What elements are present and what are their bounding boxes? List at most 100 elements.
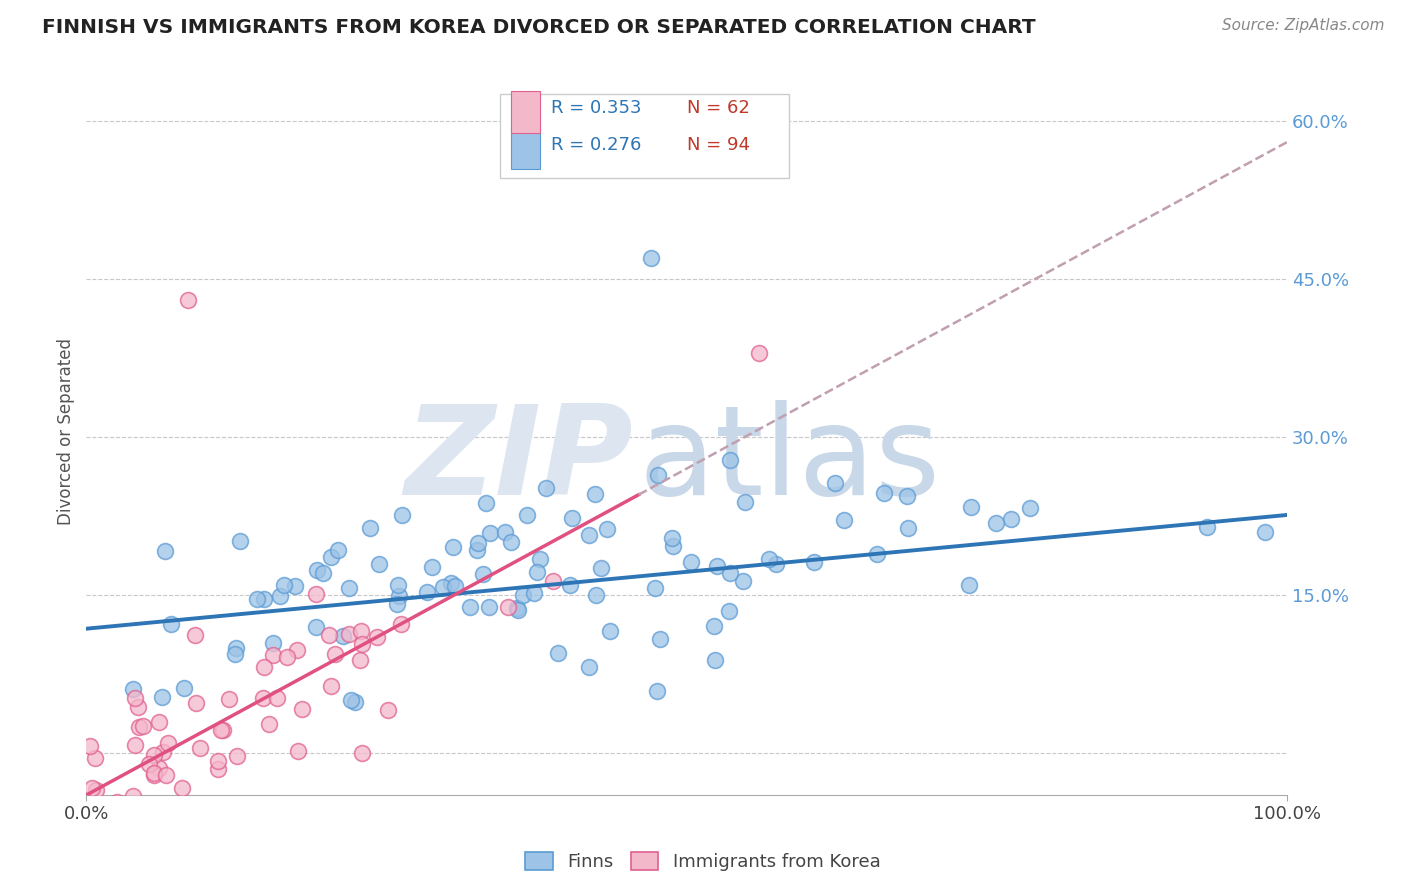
Point: [93, 834, 115, 848]
Point: [444, 579, 467, 593]
Point: [343, 695, 366, 709]
Point: [547, 646, 569, 660]
Point: [478, 526, 501, 541]
Legend: Finns, Immigrants from Korea: Finns, Immigrants from Korea: [519, 845, 887, 879]
Point: [287, 743, 309, 757]
Point: [661, 539, 683, 553]
Point: [650, 632, 672, 646]
Point: [155, 767, 177, 781]
Point: [803, 555, 825, 569]
Point: [349, 653, 371, 667]
Point: [350, 624, 373, 638]
Point: [173, 681, 195, 696]
Point: [661, 531, 683, 545]
Point: [494, 525, 516, 540]
Point: [332, 629, 354, 643]
Point: [124, 739, 146, 753]
Point: [252, 690, 274, 705]
Point: [246, 592, 269, 607]
Point: [585, 487, 607, 501]
Point: [440, 575, 463, 590]
Point: [359, 521, 381, 535]
Point: [733, 574, 755, 588]
Point: [499, 535, 522, 549]
Point: [79, 739, 101, 754]
Point: [273, 577, 295, 591]
Point: [177, 293, 200, 308]
Point: [475, 496, 498, 510]
Point: [312, 566, 335, 580]
Point: [132, 719, 155, 733]
Point: [305, 587, 328, 601]
Point: [142, 747, 165, 762]
Point: [420, 560, 443, 574]
Point: [124, 819, 146, 833]
Point: [465, 543, 488, 558]
Point: [121, 682, 143, 697]
Point: [957, 578, 980, 592]
Point: [321, 549, 343, 564]
Point: [467, 536, 489, 550]
Point: [471, 566, 494, 581]
Point: [1197, 519, 1219, 533]
Point: [207, 754, 229, 768]
Point: [718, 566, 741, 580]
Point: [506, 601, 529, 615]
Point: [323, 647, 346, 661]
Point: [526, 565, 548, 579]
Point: [541, 574, 564, 589]
FancyBboxPatch shape: [501, 94, 789, 178]
Point: [186, 697, 208, 711]
Point: [82, 813, 104, 827]
Text: Source: ZipAtlas.com: Source: ZipAtlas.com: [1222, 18, 1385, 33]
Point: [148, 761, 170, 775]
Point: [866, 547, 889, 561]
Point: [142, 766, 165, 780]
Point: [83, 751, 105, 765]
Point: [644, 581, 666, 595]
Point: [596, 522, 619, 536]
Point: [748, 346, 770, 360]
FancyBboxPatch shape: [512, 91, 540, 133]
Point: [534, 481, 557, 495]
Text: ZIP: ZIP: [404, 401, 633, 521]
Point: [441, 541, 464, 555]
Point: [377, 703, 399, 717]
Point: [388, 589, 411, 603]
Text: R = 0.353: R = 0.353: [551, 100, 641, 118]
Point: [337, 626, 360, 640]
Point: [340, 693, 363, 707]
Point: [529, 552, 551, 566]
Point: [127, 700, 149, 714]
Point: [337, 581, 360, 595]
Point: [146, 805, 169, 820]
Point: [706, 559, 728, 574]
Text: N = 94: N = 94: [686, 136, 749, 153]
Text: atlas: atlas: [638, 401, 941, 521]
Point: [142, 768, 165, 782]
Point: [229, 534, 252, 549]
Point: [80, 780, 103, 795]
Point: [188, 740, 211, 755]
Point: [218, 692, 240, 706]
Point: [225, 640, 247, 655]
Point: [253, 591, 276, 606]
Point: [897, 520, 920, 534]
Point: [1000, 512, 1022, 526]
Point: [984, 516, 1007, 531]
Point: [523, 585, 546, 599]
Point: [718, 603, 741, 617]
Point: [155, 544, 177, 558]
Point: [1018, 500, 1040, 515]
Point: [148, 715, 170, 730]
Point: [585, 588, 607, 602]
Point: [645, 683, 668, 698]
Point: [105, 795, 128, 809]
Point: [558, 578, 581, 592]
Point: [432, 580, 454, 594]
Point: [873, 486, 896, 500]
Point: [224, 647, 246, 661]
Point: [128, 720, 150, 734]
Point: [157, 736, 180, 750]
Y-axis label: Divorced or Separated: Divorced or Separated: [58, 338, 75, 525]
